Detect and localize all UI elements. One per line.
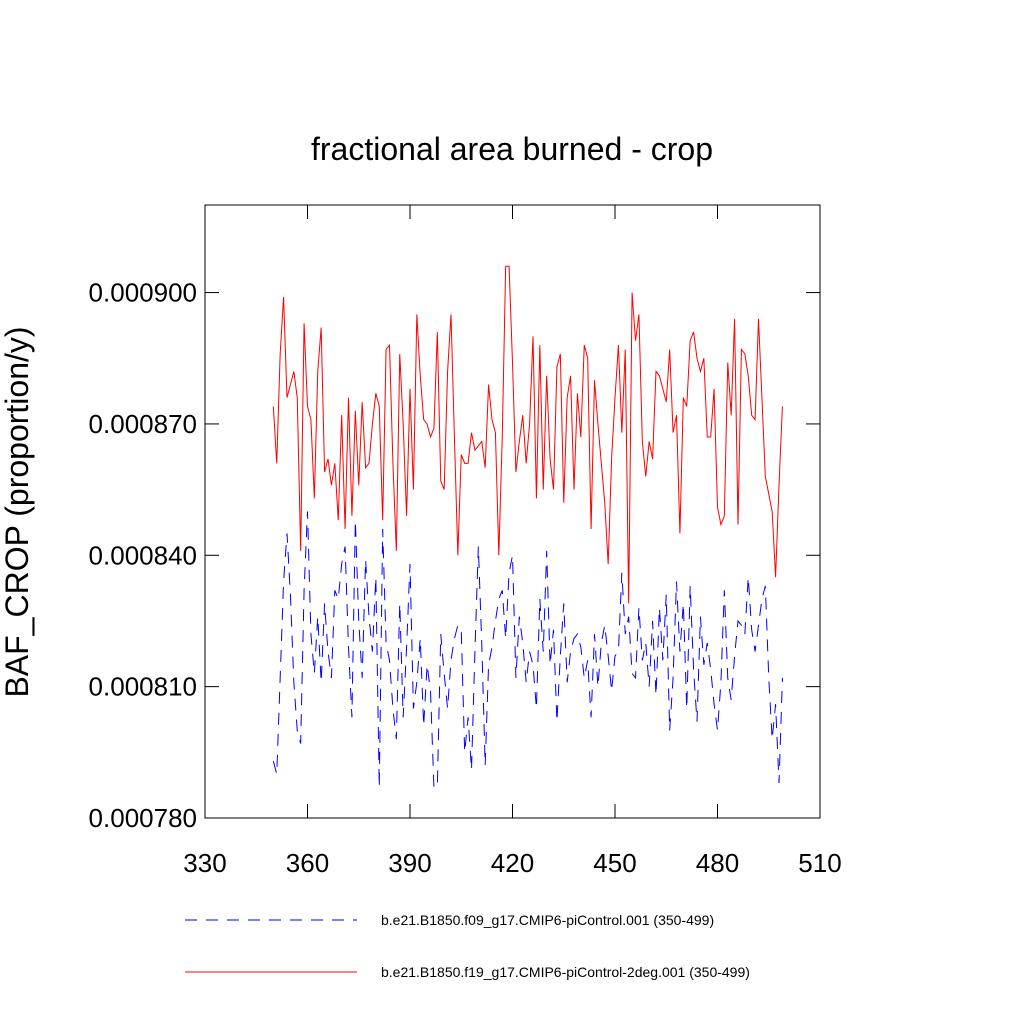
x-tick-label: 360 <box>286 848 329 878</box>
legend-label: b.e21.B1850.f09_g17.CMIP6-piControl.001 … <box>381 912 714 928</box>
y-axis-label: BAF_CROP (proportion/y) <box>0 326 35 697</box>
x-tick-label: 480 <box>696 848 739 878</box>
y-tick-label: 0.000840 <box>89 540 197 570</box>
chart-title: fractional area burned - crop <box>311 131 713 167</box>
y-tick-label: 0.000780 <box>89 803 197 833</box>
x-tick-label: 330 <box>183 848 226 878</box>
series-line <box>272 511 783 788</box>
x-tick-label: 420 <box>491 848 534 878</box>
x-tick-label: 450 <box>593 848 636 878</box>
legend-label: b.e21.B1850.f19_g17.CMIP6-piControl-2deg… <box>381 964 750 980</box>
x-tick-label: 510 <box>798 848 841 878</box>
y-tick-label: 0.000810 <box>89 672 197 702</box>
series-line <box>272 265 783 604</box>
y-tick-label: 0.000900 <box>89 278 197 308</box>
y-tick-label: 0.000870 <box>89 409 197 439</box>
x-tick-label: 390 <box>388 848 431 878</box>
